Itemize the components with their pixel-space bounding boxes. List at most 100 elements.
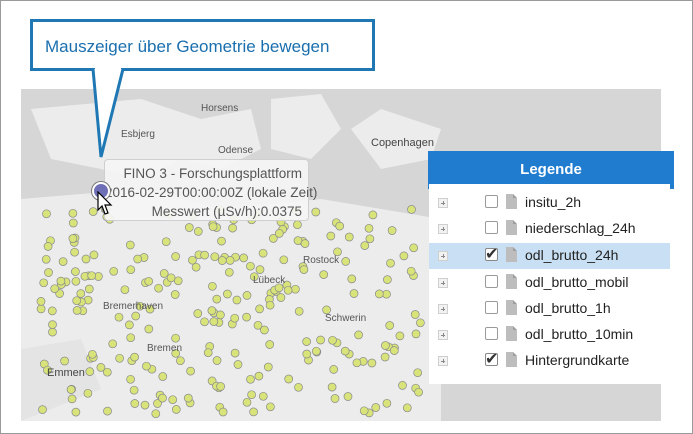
expand-icon[interactable]: [438, 251, 448, 261]
station-dot[interactable]: [71, 276, 81, 286]
layer-checkbox[interactable]: ✔: [485, 349, 498, 368]
station-dot[interactable]: [246, 261, 255, 271]
station-dot[interactable]: [68, 208, 78, 218]
station-dot[interactable]: [330, 394, 340, 403]
station-dot[interactable]: [228, 223, 237, 233]
station-dot[interactable]: [207, 306, 217, 315]
station-dot[interactable]: [166, 273, 176, 283]
station-dot[interactable]: [36, 297, 46, 306]
station-dot[interactable]: [114, 312, 124, 322]
station-dot[interactable]: [274, 283, 284, 293]
station-dot[interactable]: [193, 227, 203, 236]
expand-icon[interactable]: [438, 224, 448, 234]
station-dot[interactable]: [135, 301, 145, 311]
station-dot[interactable]: [129, 385, 139, 395]
station-dot[interactable]: [217, 236, 226, 246]
station-dot[interactable]: [170, 290, 180, 299]
layer-checkbox[interactable]: [485, 275, 498, 288]
station-dot[interactable]: [115, 353, 124, 363]
station-dot[interactable]: [302, 337, 311, 346]
station-dot[interactable]: [84, 284, 94, 294]
expand-icon[interactable]: [438, 198, 448, 208]
station-dot[interactable]: [223, 289, 232, 299]
station-dot[interactable]: [414, 387, 423, 397]
station-dot[interactable]: [265, 300, 275, 310]
station-dot[interactable]: [383, 275, 392, 284]
layer-checkbox[interactable]: ✔: [485, 244, 498, 263]
station-dot[interactable]: [103, 406, 112, 416]
station-dot[interactable]: [367, 358, 377, 368]
station-dot[interactable]: [48, 320, 57, 329]
station-dot[interactable]: [260, 325, 269, 335]
station-dot[interactable]: [71, 407, 81, 417]
station-dot[interactable]: [126, 265, 136, 275]
station-dot[interactable]: [255, 265, 265, 274]
station-dot[interactable]: [217, 256, 227, 265]
station-dot[interactable]: [108, 339, 118, 349]
station-dot[interactable]: [230, 313, 240, 323]
station-dot[interactable]: [395, 331, 405, 341]
station-dot[interactable]: [294, 382, 303, 392]
station-dot[interactable]: [43, 365, 52, 375]
station-dot[interactable]: [72, 296, 82, 306]
station-dot[interactable]: [76, 289, 86, 298]
station-dot[interactable]: [349, 289, 359, 298]
station-dot[interactable]: [335, 221, 345, 231]
station-dot[interactable]: [263, 362, 273, 372]
station-dot[interactable]: [208, 281, 217, 291]
station-dot[interactable]: [386, 258, 395, 268]
station-dot[interactable]: [340, 346, 350, 356]
station-dot[interactable]: [216, 310, 225, 320]
station-dot[interactable]: [171, 405, 181, 414]
station-dot[interactable]: [71, 267, 80, 276]
legend-item-odl-brutto-24h[interactable]: ✔ odl_brutto_24h: [429, 243, 670, 269]
station-dot[interactable]: [341, 257, 351, 266]
station-dot[interactable]: [212, 356, 222, 365]
station-dot[interactable]: [142, 361, 151, 371]
station-dot[interactable]: [210, 252, 220, 262]
legend-item-odl-brutto-mobil[interactable]: odl_brutto_mobil: [429, 270, 670, 296]
station-dot[interactable]: [48, 327, 57, 337]
legend-item-hintergrundkarte[interactable]: ✔ Hintergrundkarte: [429, 348, 670, 374]
station-dot[interactable]: [200, 250, 209, 260]
station-dot[interactable]: [276, 293, 286, 302]
station-dot[interactable]: [87, 271, 97, 281]
station-dot[interactable]: [130, 352, 139, 362]
station-dot[interactable]: [311, 207, 321, 217]
station-dot[interactable]: [36, 304, 46, 314]
layer-checkbox[interactable]: [485, 195, 498, 208]
station-dot[interactable]: [319, 270, 329, 279]
station-dot[interactable]: [230, 348, 240, 358]
station-dot[interactable]: [329, 365, 339, 374]
station-dot[interactable]: [299, 265, 309, 274]
station-dot[interactable]: [126, 374, 135, 384]
station-dot[interactable]: [254, 371, 264, 381]
station-dot[interactable]: [300, 239, 310, 248]
station-dot[interactable]: [218, 407, 228, 417]
station-dot[interactable]: [389, 346, 399, 355]
station-dot[interactable]: [253, 320, 263, 330]
station-dot[interactable]: [212, 294, 222, 304]
station-dot[interactable]: [68, 218, 78, 228]
station-dot[interactable]: [265, 340, 275, 349]
station-dot[interactable]: [399, 251, 409, 261]
station-dot[interactable]: [184, 223, 194, 232]
station-dot[interactable]: [208, 222, 218, 232]
station-dot[interactable]: [258, 391, 268, 401]
station-dot[interactable]: [406, 266, 416, 276]
station-dot[interactable]: [67, 394, 77, 404]
station-dot[interactable]: [274, 229, 284, 238]
station-dots[interactable]: [36, 204, 425, 419]
station-dot[interactable]: [42, 209, 51, 219]
station-dot[interactable]: [380, 352, 390, 362]
station-dot[interactable]: [154, 283, 163, 293]
station-dot[interactable]: [203, 348, 213, 358]
station-dot[interactable]: [410, 310, 420, 319]
station-dot[interactable]: [398, 381, 407, 390]
station-dot[interactable]: [38, 405, 47, 414]
station-dot[interactable]: [224, 267, 234, 277]
station-dot[interactable]: [242, 397, 252, 407]
station-dot[interactable]: [416, 318, 425, 328]
station-dot[interactable]: [385, 321, 395, 330]
station-dot[interactable]: [209, 317, 219, 326]
